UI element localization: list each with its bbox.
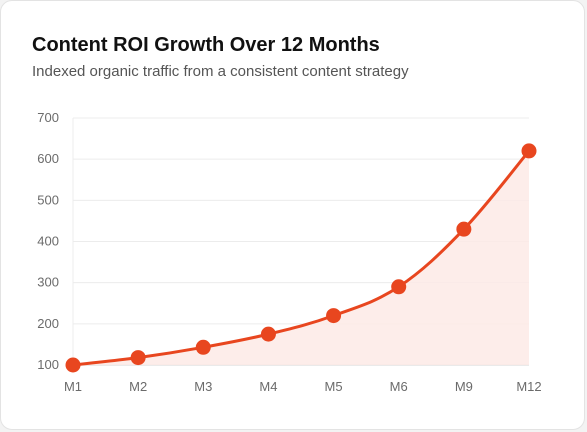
- data-point: [521, 143, 537, 159]
- y-tick-label: 500: [37, 192, 59, 207]
- x-tick-label: M5: [325, 379, 343, 394]
- data-point: [130, 350, 146, 366]
- x-axis-ticks: M1 M2 M3 M4 M5 M6 M9 M12: [64, 379, 542, 394]
- x-tick-label: M3: [194, 379, 212, 394]
- data-point: [456, 221, 472, 237]
- area-fill: [73, 150, 529, 365]
- y-axis-ticks: 100 200 300 400 500 600 700: [37, 110, 59, 372]
- data-point: [326, 308, 342, 324]
- y-tick-label: 100: [37, 357, 59, 372]
- x-tick-label: M6: [390, 379, 408, 394]
- data-points: [65, 143, 537, 373]
- y-tick-label: 600: [37, 151, 59, 166]
- x-tick-label: M4: [259, 379, 277, 394]
- data-point: [65, 357, 81, 373]
- data-point: [391, 279, 407, 295]
- y-tick-label: 200: [37, 316, 59, 331]
- chart-subtitle: Indexed organic traffic from a consisten…: [32, 63, 409, 80]
- data-point: [195, 339, 211, 355]
- data-point: [260, 326, 276, 342]
- y-tick-label: 400: [37, 234, 59, 249]
- y-tick-label: 700: [37, 110, 59, 125]
- x-tick-label: M2: [129, 379, 147, 394]
- x-tick-label: M9: [455, 379, 473, 394]
- chart-title: Content ROI Growth Over 12 Months: [32, 34, 380, 56]
- y-tick-label: 300: [37, 275, 59, 290]
- x-tick-label: M1: [64, 379, 82, 394]
- x-tick-label: M12: [516, 379, 541, 394]
